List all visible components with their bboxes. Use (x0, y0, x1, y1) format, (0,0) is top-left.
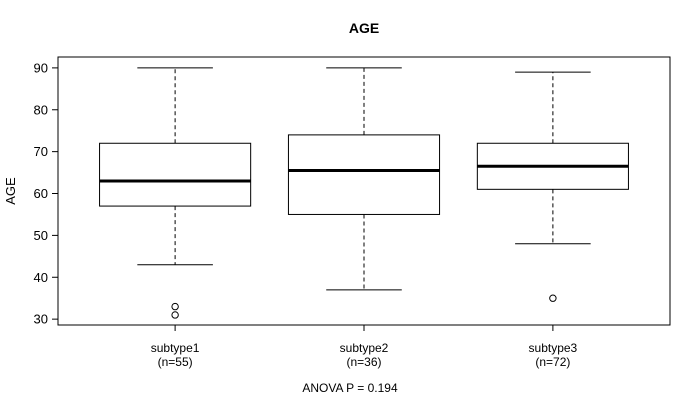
iqr-box (287, 134, 441, 215)
iqr-box (99, 142, 252, 207)
y-tick-label: 90 (34, 60, 48, 75)
y-tick-label: 50 (34, 228, 48, 243)
group-label: subtype2 (340, 341, 389, 355)
chart-title: AGE (349, 20, 379, 36)
group-label: subtype3 (529, 341, 578, 355)
group-label: subtype1 (151, 341, 200, 355)
outlier-point (171, 311, 179, 319)
group-sublabel: (n=55) (158, 355, 193, 369)
y-tick-label: 30 (34, 312, 48, 327)
y-tick-label: 60 (34, 186, 48, 201)
y-tick-label: 70 (34, 144, 48, 159)
group-sublabel: (n=72) (535, 355, 570, 369)
y-axis-label: AGE (3, 177, 18, 205)
y-tick-label: 40 (34, 270, 48, 285)
y-tick-label: 80 (34, 102, 48, 117)
outlier-point (171, 302, 179, 311)
group-sublabel: (n=36) (346, 355, 381, 369)
outlier-point (549, 294, 557, 302)
plot-area: 30 40 50 60 70 80 90 subtype1(n=55) subtype2(n=3… (34, 56, 671, 369)
anova-annotation: ANOVA P = 0.194 (302, 381, 398, 395)
